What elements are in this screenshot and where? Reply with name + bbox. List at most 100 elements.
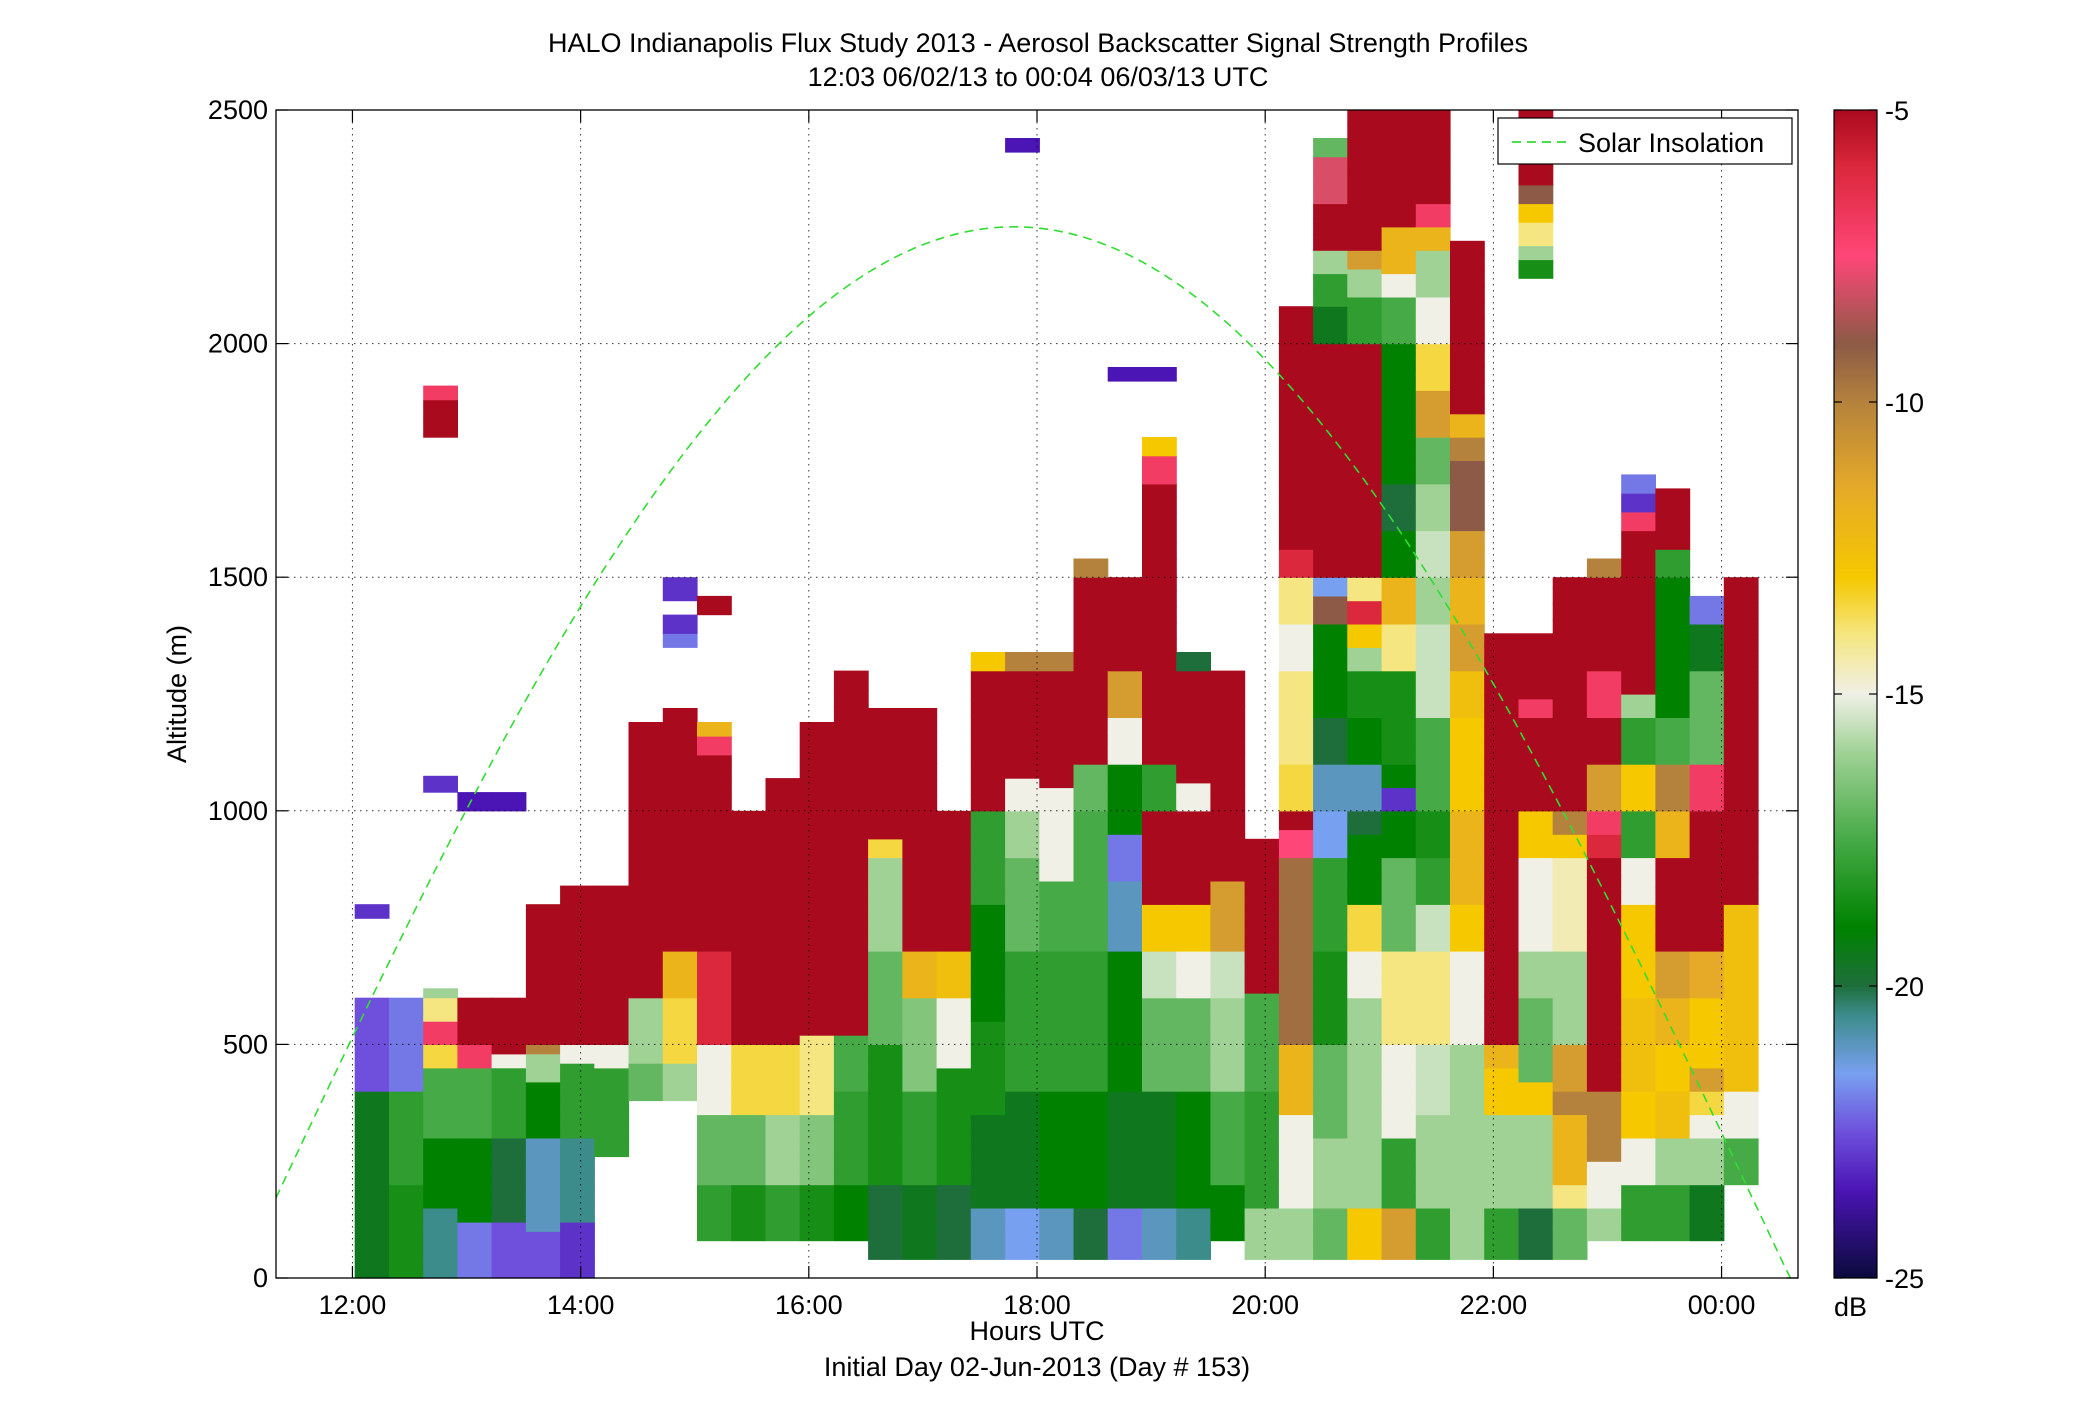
heatmap-cell: [1621, 888, 1656, 905]
heatmap-cell: [1005, 903, 1040, 920]
heatmap-cell: [936, 1051, 972, 1069]
heatmap-cell: [1313, 685, 1348, 703]
heatmap-cell: [731, 949, 766, 966]
heatmap-cell: [1073, 1096, 1109, 1114]
heatmap-cell: [936, 1211, 972, 1229]
heatmap-cell: [1381, 483, 1417, 500]
heatmap-cell: [1313, 434, 1348, 451]
heatmap-cell: [1039, 919, 1075, 936]
heatmap-cell: [1381, 857, 1417, 873]
heatmap-cell: [1142, 1096, 1177, 1114]
heatmap-cell: [1655, 903, 1691, 920]
heatmap-cell: [628, 737, 664, 755]
heatmap-cell: [1142, 575, 1177, 592]
heatmap-cell: [731, 1121, 766, 1138]
heatmap-cell: [1142, 840, 1177, 858]
heatmap-cell: [799, 1136, 835, 1154]
heatmap-cell: [1313, 218, 1348, 235]
heatmap-cell: [1278, 406, 1314, 423]
heatmap-cell: [833, 955, 869, 973]
heatmap-cell: [1142, 824, 1177, 842]
heatmap-cell: [491, 794, 527, 812]
colorbar-unit-label: dB: [1834, 1292, 1867, 1322]
heatmap-cell: [1313, 290, 1348, 307]
heatmap-cell: [1210, 1121, 1246, 1138]
heatmap-cell: [902, 951, 938, 967]
heatmap-cell: [1484, 822, 1519, 839]
heatmap-cell: [354, 1135, 390, 1152]
heatmap-cell: [799, 1193, 835, 1210]
heatmap-cell: [868, 1168, 903, 1186]
heatmap-cell: [594, 1044, 630, 1053]
heatmap-cell: [1210, 769, 1246, 787]
heatmap-cell: [1689, 608, 1725, 625]
heatmap-cell: [491, 1006, 527, 1023]
heatmap-cell: [936, 1067, 972, 1074]
heatmap-cell: [1210, 706, 1246, 723]
heatmap-cell: [1313, 418, 1348, 435]
heatmap-cell: [970, 652, 1006, 656]
heatmap-cell: [1415, 1044, 1451, 1052]
heatmap-cell: [1210, 1168, 1246, 1186]
heatmap-cell: [902, 887, 938, 904]
heatmap-cell: [525, 949, 561, 966]
heatmap-cell: [1552, 965, 1588, 982]
heatmap-cell: [1278, 390, 1314, 407]
heatmap-cell: [970, 810, 1006, 826]
heatmap-cell: [1621, 1137, 1656, 1154]
heatmap-cell: [1415, 1207, 1451, 1213]
heatmap-cell: [970, 1192, 1006, 1209]
heatmap-cell: [1005, 964, 1040, 981]
heatmap-cell: [1552, 996, 1588, 1014]
heatmap-cell: [1552, 1184, 1588, 1193]
heatmap-cell: [628, 886, 664, 903]
heatmap-cell: [1005, 794, 1040, 812]
heatmap-cells: [354, 110, 1759, 1279]
heatmap-cell: [1278, 533, 1314, 550]
heatmap-cell: [1244, 1027, 1280, 1045]
heatmap-cell: [1039, 670, 1075, 677]
heatmap-cell: [1689, 684, 1725, 702]
heatmap-cell: [1142, 455, 1177, 469]
heatmap-cell: [491, 1106, 527, 1123]
heatmap-cell: [902, 715, 938, 732]
heatmap-cell: [560, 1074, 595, 1091]
heatmap-cell: [697, 595, 732, 600]
heatmap-cell: [1176, 1075, 1211, 1092]
heatmap-cell: [457, 1090, 493, 1107]
heatmap-cell: [868, 1105, 903, 1122]
heatmap-cell: [1415, 747, 1451, 764]
heatmap-cell: [833, 1091, 869, 1106]
x-tick-label: 14:00: [547, 1290, 615, 1320]
heatmap-cell: [697, 1152, 732, 1170]
heatmap-cell: [1347, 268, 1383, 282]
heatmap-cell: [1347, 794, 1383, 812]
heatmap-cell: [902, 763, 938, 780]
heatmap-cell: [628, 997, 664, 1001]
heatmap-cell: [1176, 872, 1211, 889]
heatmap-cell: [1142, 810, 1177, 826]
heatmap-cell: [560, 1122, 595, 1139]
heatmap-cell: [560, 1221, 595, 1231]
heatmap-cell: [868, 727, 903, 745]
heatmap-cell: [902, 1043, 938, 1060]
heatmap-cell: [1552, 1168, 1588, 1186]
heatmap-cell: [1415, 155, 1451, 173]
heatmap-cell: [1142, 904, 1177, 920]
heatmap-cell: [1723, 634, 1759, 651]
heatmap-cell: [731, 1136, 766, 1154]
heatmap-cell: [765, 996, 801, 1014]
heatmap-cell: [1039, 755, 1075, 773]
heatmap-cell: [868, 1152, 903, 1170]
heatmap-cell: [1073, 621, 1109, 638]
heatmap-cell: [1586, 685, 1622, 703]
heatmap-cell: [1586, 834, 1622, 843]
heatmap-cell: [1244, 1211, 1280, 1229]
heatmap-cell: [1450, 334, 1485, 351]
heatmap-cell: [1278, 885, 1314, 903]
heatmap-cell: [457, 1044, 493, 1053]
heatmap-cell: [1278, 1082, 1314, 1100]
heatmap-cell: [594, 996, 630, 1014]
heatmap-cell: [662, 903, 698, 920]
heatmap-cell: [970, 1066, 1006, 1084]
